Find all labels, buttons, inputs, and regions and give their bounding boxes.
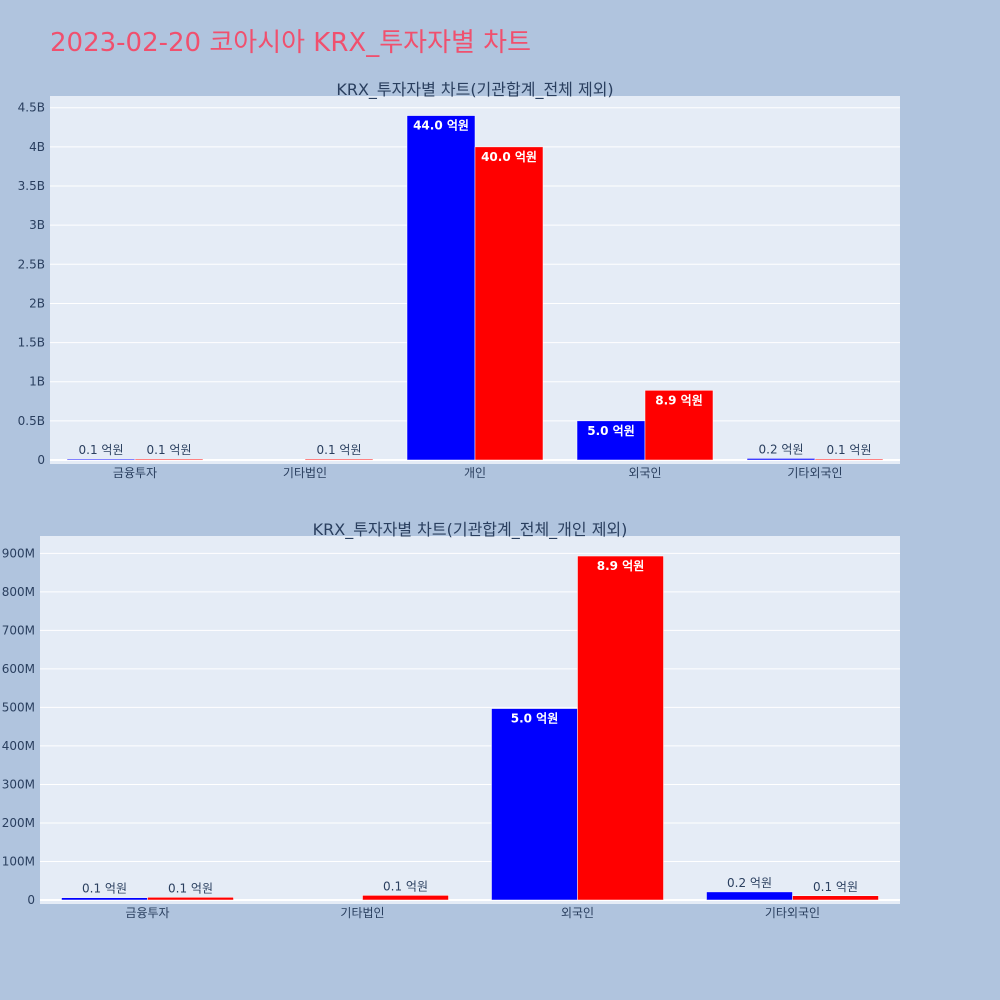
buy-bar [406, 115, 476, 461]
x-tick-label: 기타법인 [340, 906, 384, 920]
y-tick-label: 3B [29, 218, 45, 232]
buy-bar [746, 458, 816, 461]
x-tick-label: 개인 [464, 466, 486, 480]
y-tick-label: 2.5B [18, 257, 45, 271]
y-tick-label: 1B [29, 375, 45, 389]
x-tick-label: 기타법인 [283, 466, 327, 480]
y-tick-label: 2B [29, 296, 45, 310]
data-label: 8.9 억원 [655, 393, 703, 407]
sell-bar [474, 146, 544, 461]
x-tick-label: 금융투자 [125, 906, 169, 920]
page-title: 2023-02-20 코아시아 KRX_투자자별 차트 [50, 28, 532, 58]
sell-bar [134, 458, 204, 461]
data-label: 0.2 억원 [759, 442, 804, 456]
chart-title: KRX_투자자별 차트(기관합계_전체_개인 제외) [313, 520, 628, 540]
buy-bar [706, 891, 793, 901]
y-tick-label: 200M [2, 816, 35, 830]
buy-bar [576, 420, 646, 461]
y-tick-label: 900M [2, 546, 35, 560]
chart-1: 0 0.5B 1B 1.5B 2B 2.5B 3B 3.5B 4B 4.5B KRX_투자자별 차트… [18, 80, 900, 480]
data-label: 0.2 억원 [727, 876, 772, 890]
y-tick-label: 600M [2, 662, 35, 676]
y-tick-label: 700M [2, 623, 35, 637]
y-tick-label: 4B [29, 140, 45, 154]
data-label: 0.1 억원 [79, 443, 124, 457]
y-tick-label: 100M [2, 854, 35, 868]
buy-bar [66, 458, 136, 461]
y-tick-label: 300M [2, 777, 35, 791]
y-tick-label: 500M [2, 700, 35, 714]
buy-bar [491, 708, 578, 901]
y-tick-label: 0.5B [18, 414, 45, 428]
sell-bar [644, 390, 714, 461]
y-tick-label: 400M [2, 739, 35, 753]
x-tick-label: 기타외국인 [787, 466, 842, 480]
sell-bar [147, 897, 234, 901]
y-tick-label: 0 [27, 893, 35, 907]
y-tick-label: 1.5B [18, 336, 45, 350]
data-label: 8.9 억원 [597, 559, 645, 573]
buy-bar [61, 897, 148, 901]
x-tick-label: 외국인 [628, 466, 661, 480]
chart-title: KRX_투자자별 차트(기관합계_전체 제외) [336, 80, 613, 100]
sell-bar [362, 895, 449, 901]
x-tick-label: 외국인 [561, 906, 594, 920]
data-label: 5.0 억원 [587, 424, 635, 438]
x-tick-label: 기타외국인 [765, 906, 820, 920]
sell-bar [792, 895, 879, 901]
data-label: 0.1 억원 [147, 443, 192, 457]
data-label: 0.1 억원 [827, 443, 872, 457]
x-tick-label: 금융투자 [113, 466, 157, 480]
data-label: 0.1 억원 [168, 881, 213, 895]
data-label: 0.1 억원 [813, 880, 858, 894]
sell-bar [577, 555, 664, 901]
y-tick-label: 3.5B [18, 179, 45, 193]
sell-bar [304, 458, 374, 461]
plot-area [40, 536, 900, 904]
data-label: 44.0 억원 [413, 119, 469, 133]
data-label: 5.0 억원 [511, 712, 559, 726]
data-label: 0.1 억원 [82, 882, 127, 896]
data-label: 40.0 억원 [481, 150, 537, 164]
y-tick-label: 800M [2, 585, 35, 599]
y-tick-label: 4.5B [18, 101, 45, 115]
sell-bar [814, 458, 884, 461]
y-tick-label: 0 [37, 453, 45, 467]
data-label: 0.1 억원 [317, 443, 362, 457]
chart-2: 0 100M 200M 300M 400M 500M 600M 700M 800M 900M KRX… [2, 520, 900, 920]
data-label: 0.1 억원 [383, 879, 428, 893]
